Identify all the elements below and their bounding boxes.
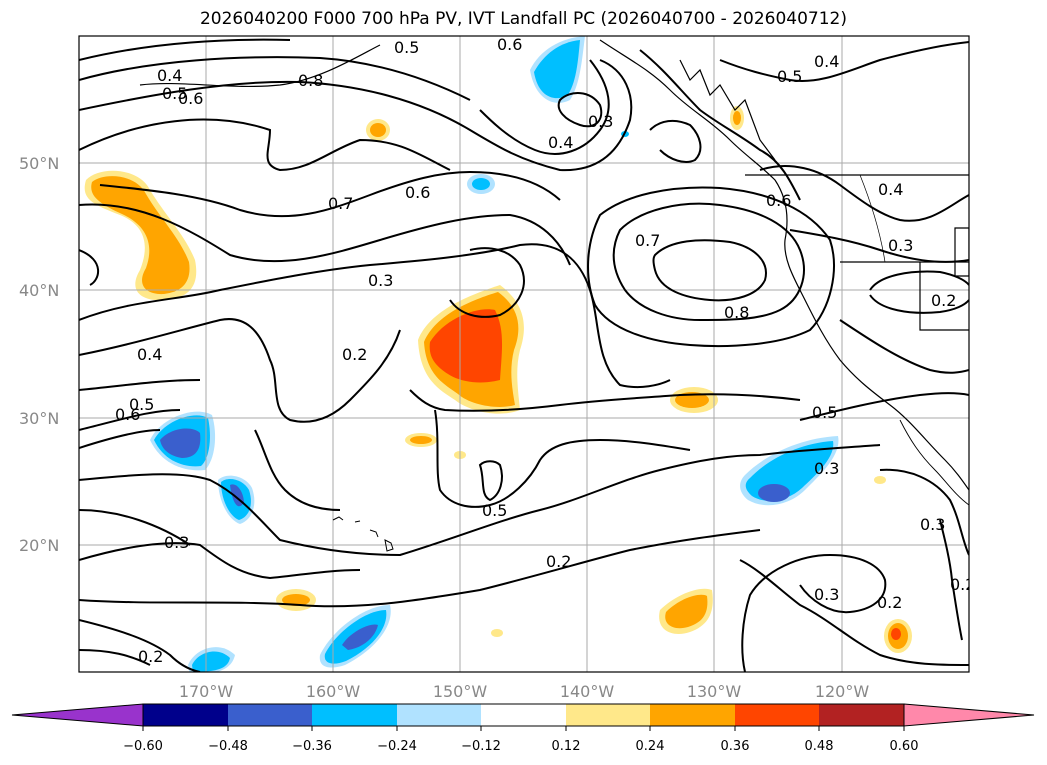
shade-patch [534, 40, 580, 99]
shade-patch [891, 628, 901, 640]
colorbar-tick-label: 0.60 [890, 739, 919, 754]
lon-label-130w: 130°W [687, 682, 742, 701]
contour-label: 0.2 [138, 647, 163, 666]
contour-label: 0.3 [588, 112, 613, 131]
shade-patch [758, 484, 790, 502]
contour-label: 0.2 [546, 552, 571, 571]
colorbar-segment [566, 704, 650, 726]
shade-patch [370, 123, 386, 137]
lon-label-140w: 140°W [560, 682, 615, 701]
contour-label: 0.3 [814, 585, 839, 604]
contour-label: 0.2 [877, 593, 902, 612]
hawaii-islands [332, 516, 394, 552]
colorbar-tick-label: 0.48 [805, 739, 834, 754]
contour-label: 0.5 [162, 84, 187, 103]
shade-patch [874, 476, 886, 484]
colorbar-tick-label: −0.48 [208, 739, 248, 754]
longitude-labels: 170°W 160°W 150°W 140°W 130°W 120°W [179, 682, 870, 701]
colorbar-ticks [142, 726, 905, 731]
contour-label: 0.2 [950, 575, 975, 594]
colorbar-segment [397, 704, 481, 726]
colorbar-segment [143, 704, 228, 726]
shade-patch [160, 428, 201, 458]
contour-label: 0.5 [129, 395, 154, 414]
contour-labels: 0.5 0.6 0.4 0.5 0.6 0.8 0.3 0.4 0.5 0.4 … [115, 35, 975, 666]
map-title: 2026040200 F000 700 hPa PV, IVT Landfall… [199, 9, 847, 29]
colorbar-tick-label: 0.12 [552, 739, 581, 754]
contour-label: 0.8 [298, 71, 323, 90]
shade-patch [410, 436, 432, 444]
shade-patch [342, 624, 378, 650]
shade-patch [733, 111, 741, 125]
shade-patch [491, 629, 503, 637]
map-frame [78, 35, 970, 673]
colorbar-tick-label: 0.36 [721, 739, 750, 754]
contour-label: 0.8 [724, 303, 749, 322]
lon-label-120w: 120°W [815, 682, 870, 701]
contour-label: 0.6 [766, 191, 791, 210]
contour-label: 0.6 [178, 89, 203, 108]
graticule [79, 36, 969, 672]
lat-label-30n: 30°N [19, 409, 59, 428]
colorbar-segment [650, 704, 735, 726]
map-panel: 0.5 0.6 0.4 0.5 0.6 0.8 0.3 0.4 0.5 0.4 … [79, 35, 975, 672]
colorbar-segment [312, 704, 397, 726]
colorbar-tick-label: −0.24 [377, 739, 417, 754]
contour-label: 0.5 [812, 403, 837, 422]
colorbar-tick-label: −0.60 [123, 739, 163, 754]
contour-label: 0.3 [814, 459, 839, 478]
colorbar-frame [142, 703, 905, 727]
contour-label: 0.5 [777, 67, 802, 86]
lat-label-50n: 50°N [19, 154, 59, 173]
shade-patch [192, 651, 230, 672]
colorbar-tick-label: −0.36 [292, 739, 332, 754]
latitude-labels: 50°N 40°N 30°N 20°N [19, 154, 59, 555]
colorbar-extend-low [11, 703, 144, 727]
colorbar: −0.60 −0.48 −0.36 −0.24 −0.12 0.12 0.24 … [11, 703, 1035, 754]
colorbar-segment [228, 704, 312, 726]
contour-label: 0.4 [548, 133, 573, 152]
contour-label: 0.6 [405, 183, 430, 202]
colorbar-tick-label: −0.12 [461, 739, 501, 754]
lat-label-20n: 20°N [19, 536, 59, 555]
shade-patch [429, 309, 503, 383]
colorbar-tick-label: 0.24 [636, 739, 665, 754]
contour-label: 0.4 [137, 345, 162, 364]
contour-label: 0.4 [878, 180, 903, 199]
contour-label: 0.3 [368, 271, 393, 290]
contour-label: 0.7 [328, 194, 353, 213]
shade-patch [665, 594, 708, 629]
contour-label: 0.6 [497, 35, 522, 54]
coastlines [139, 39, 969, 506]
contour-label: 0.7 [635, 231, 660, 250]
pv-contours [79, 38, 969, 672]
contour-label: 0.5 [482, 501, 507, 520]
colorbar-segment [819, 704, 904, 726]
lon-label-170w: 170°W [179, 682, 234, 701]
colorbar-segment [735, 704, 819, 726]
contour-label: 0.4 [157, 66, 182, 85]
contour-label: 0.3 [888, 236, 913, 255]
contour-label: 0.3 [164, 533, 189, 552]
contour-label: 0.6 [115, 405, 140, 424]
contour-label: 0.5 [394, 38, 419, 57]
contour-label: 0.4 [814, 52, 839, 71]
contour-label: 0.3 [920, 515, 945, 534]
colorbar-extend-high [903, 703, 1035, 727]
shade-patch [472, 178, 490, 190]
lon-label-160w: 160°W [306, 682, 361, 701]
shade-patch [675, 392, 709, 408]
lat-label-40n: 40°N [19, 281, 59, 300]
contour-label: 0.2 [342, 345, 367, 364]
lon-label-150w: 150°W [433, 682, 488, 701]
colorbar-segment [481, 704, 566, 726]
contour-label: 0.2 [931, 291, 956, 310]
shade-patch [282, 594, 310, 606]
